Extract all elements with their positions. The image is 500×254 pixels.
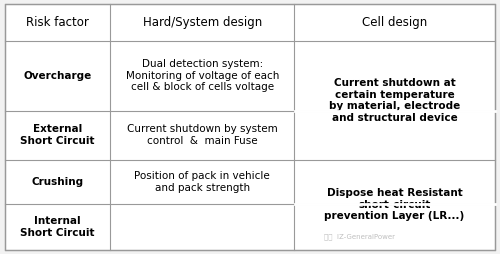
Text: Overcharge: Overcharge bbox=[24, 71, 92, 81]
Text: 微信  IZ-GeneralPower: 微信 IZ-GeneralPower bbox=[324, 233, 395, 240]
Text: Cell design: Cell design bbox=[362, 16, 427, 29]
Text: Current shutdown by system
control  &  main Fuse: Current shutdown by system control & mai… bbox=[127, 124, 278, 146]
Text: Current shutdown at
certain temperature
by material, electrode
and structural de: Current shutdown at certain temperature … bbox=[329, 78, 460, 123]
Text: Hard/System design: Hard/System design bbox=[142, 16, 262, 29]
Text: External
Short Circuit: External Short Circuit bbox=[20, 124, 95, 146]
Text: Risk factor: Risk factor bbox=[26, 16, 89, 29]
Text: Position of pack in vehicle
and pack strength: Position of pack in vehicle and pack str… bbox=[134, 171, 270, 193]
Text: Crushing: Crushing bbox=[32, 177, 84, 187]
Text: Internal
Short Circuit: Internal Short Circuit bbox=[20, 216, 95, 238]
Text: Dispose heat Resistant
short-circuit
prevention Layer (LR...): Dispose heat Resistant short-circuit pre… bbox=[324, 188, 464, 221]
Text: Dual detection system:
Monitoring of voltage of each
cell & block of cells volta: Dual detection system: Monitoring of vol… bbox=[126, 59, 279, 92]
